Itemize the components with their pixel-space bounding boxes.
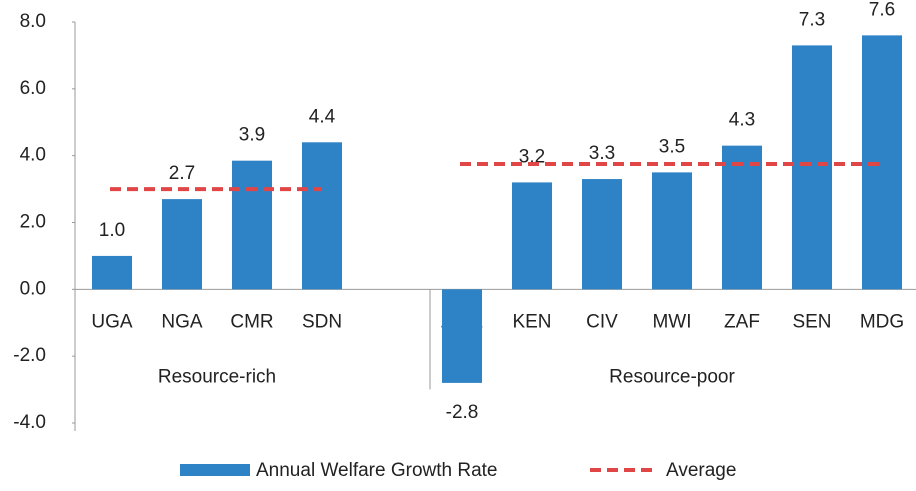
bar: [582, 179, 622, 290]
x-tick-label: KEN: [512, 311, 551, 332]
bar: [92, 255, 132, 290]
x-tick-label: SEN: [792, 311, 831, 332]
group-label: Resource-poor: [609, 366, 735, 387]
y-tick-label: 8.0: [20, 11, 46, 32]
x-tick-label: CIV: [586, 311, 618, 332]
x-tick-label: MDG: [860, 311, 904, 332]
x-tick-label: NGA: [161, 311, 203, 332]
y-tick-label: -4.0: [13, 412, 46, 433]
bar: [442, 289, 482, 383]
y-tick-label: 6.0: [20, 78, 46, 99]
y-tick-label: -2.0: [13, 345, 46, 366]
bar: [512, 182, 552, 290]
x-tick-label: MWI: [652, 311, 691, 332]
data-label: 1.0: [99, 220, 125, 241]
legend-swatch: [180, 464, 250, 476]
bar: [722, 145, 762, 290]
data-label: 3.5: [659, 136, 685, 157]
average-line: [110, 162, 882, 192]
data-label: 4.3: [729, 110, 755, 131]
data-label: 4.4: [309, 106, 336, 127]
data-label: -2.8: [446, 402, 479, 423]
data-label: 3.9: [239, 125, 265, 146]
bar: [302, 142, 342, 290]
x-tick-label: ZAF: [724, 311, 760, 332]
bar: [162, 199, 202, 290]
data-label: 7.6: [869, 0, 895, 20]
y-tick-label: 2.0: [20, 212, 46, 233]
y-tick-label: 4.0: [20, 145, 46, 166]
data-label: 2.7: [169, 163, 195, 184]
bar: [792, 45, 832, 290]
y-tick-label: 0.0: [20, 278, 46, 299]
data-label: 3.3: [589, 143, 615, 164]
x-tick-label: CMR: [230, 311, 273, 332]
bar: [652, 172, 692, 290]
legend-label: Average: [666, 460, 736, 481]
group-label: Resource-rich: [158, 366, 276, 387]
bar: [232, 160, 272, 290]
x-tick-label: SDN: [302, 311, 342, 332]
data-label: 7.3: [799, 9, 825, 30]
x-tick-label: UGA: [91, 311, 133, 332]
legend-label: Annual Welfare Growth Rate: [256, 460, 498, 481]
